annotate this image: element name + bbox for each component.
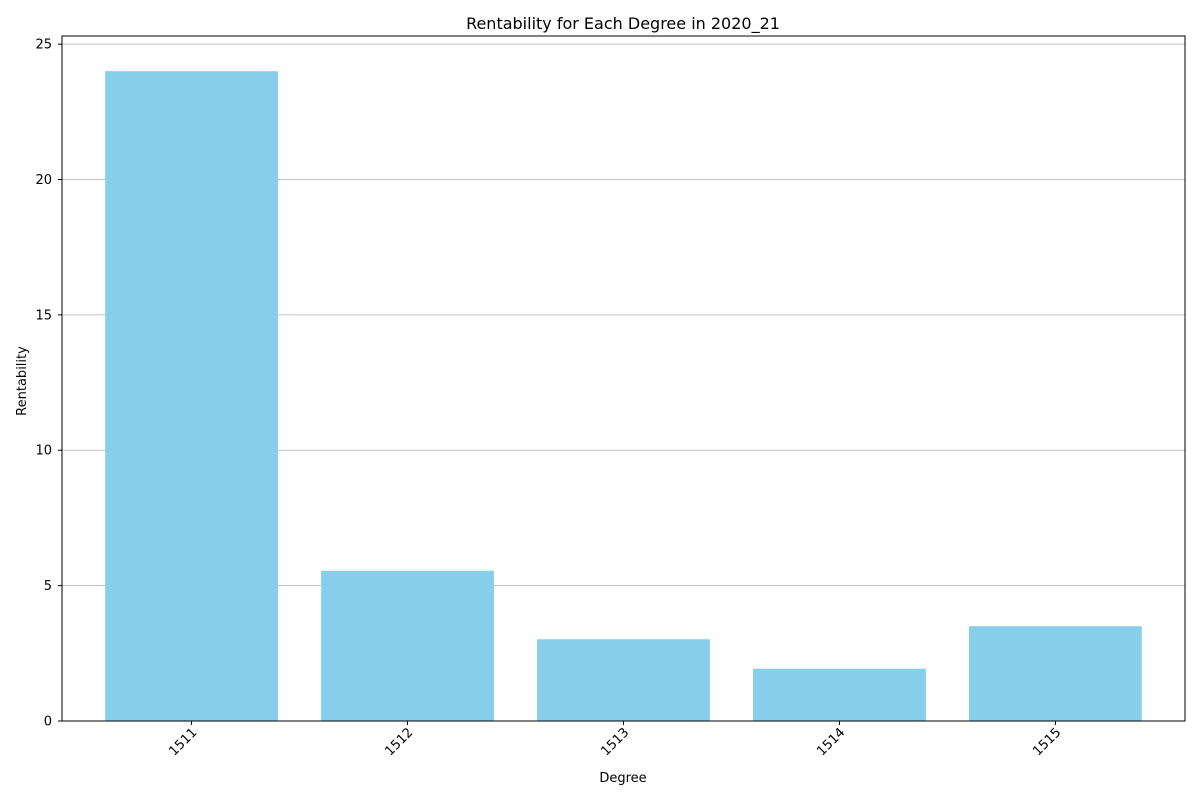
y-tick-label: 10 — [35, 444, 52, 459]
y-tick-label: 20 — [35, 173, 52, 188]
bar-1513 — [537, 639, 710, 721]
x-tick-label: 1511 — [166, 725, 200, 759]
chart-title: Rentability for Each Degree in 2020_21 — [466, 14, 780, 34]
y-tick-label: 15 — [35, 308, 52, 323]
x-tick-label: 1512 — [382, 725, 416, 759]
x-axis-ticks: 1511 1512 1513 1514 1515 — [166, 721, 1064, 759]
x-tick-label: 1513 — [598, 725, 632, 759]
y-tick-label: 0 — [44, 715, 52, 730]
x-tick-label: 1514 — [814, 725, 848, 759]
bar-1515 — [969, 626, 1142, 721]
y-tick-label: 5 — [44, 579, 52, 594]
x-tick-label: 1515 — [1030, 725, 1064, 759]
bar-1511 — [105, 71, 278, 721]
bar-1514 — [753, 668, 926, 721]
bar-1512 — [321, 570, 494, 721]
y-tick-label: 25 — [35, 38, 52, 53]
y-axis-label: Rentability — [15, 346, 30, 416]
y-axis-ticks: 0 5 10 15 20 25 — [35, 38, 62, 730]
x-axis-label: Degree — [599, 771, 646, 786]
bars — [105, 71, 1142, 721]
